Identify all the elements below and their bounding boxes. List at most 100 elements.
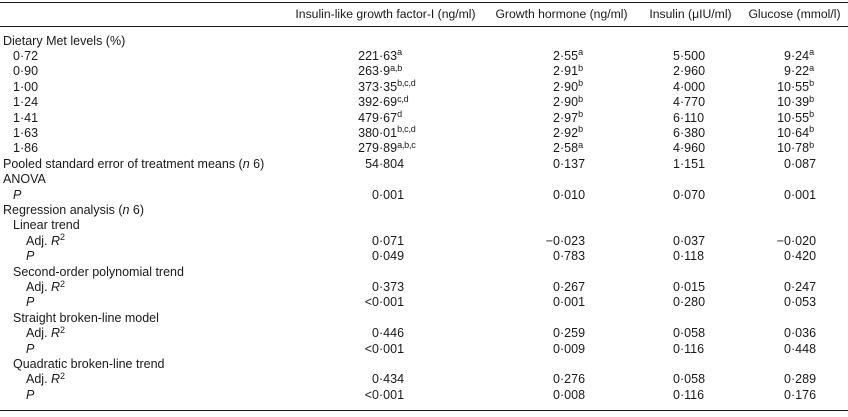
cell-value: 2·91b (553, 62, 583, 79)
cell-value: 0·049 (372, 249, 405, 264)
table-row: Linear trend (0, 218, 848, 233)
table-row: P <0·001 0·009 0·116 0·448 (0, 342, 848, 357)
cell-value: 0·008 (553, 387, 586, 402)
row-label: P (26, 249, 35, 264)
cell-value (741, 265, 848, 280)
cell-value: 2·960 (673, 64, 706, 79)
cell-value: <0·001 (364, 341, 405, 356)
cell-value (483, 311, 640, 326)
table-row: Quadratic broken-line trend (0, 357, 848, 372)
col-header: Glucose (mmol/l) (741, 2, 848, 27)
cell-value: 0·087 (784, 156, 817, 171)
cell-value: 0·448 (784, 341, 817, 356)
cell-value (640, 265, 741, 280)
row-label: 0·72 (13, 48, 39, 63)
table-row: Adj. R2 0·071 −0·023 0·037 −0·020 (0, 232, 848, 249)
cell-value: 0·015 (673, 280, 706, 294)
cell-value (483, 26, 640, 49)
cell-value: 6·380 (673, 125, 706, 140)
row-label: Adj. R2 (26, 324, 65, 341)
cell-value (741, 218, 848, 233)
cell-value: 0·009 (553, 341, 586, 356)
table-row: 1·00 373·35b,c,d 2·90b 4·000 10·55b (0, 78, 848, 95)
cell-value (741, 203, 848, 218)
cell-value: 4·000 (673, 79, 706, 94)
cell-value (288, 265, 483, 280)
cell-value (741, 311, 848, 326)
row-label: 1·41 (13, 110, 39, 125)
cell-value (288, 218, 483, 233)
cell-value: 0·280 (673, 295, 706, 310)
table-row: 1·24 392·69c,d 2·90b 4·770 10·39b (0, 93, 848, 110)
cell-value: 2·55a (553, 47, 583, 63)
table-row: P 0·001 0·010 0·070 0·001 (0, 188, 848, 203)
cell-value (640, 26, 741, 49)
row-label: Adj. R2 (26, 232, 65, 248)
row-label: 1·63 (13, 125, 39, 140)
table-row: Regression analysis (n 6) (0, 203, 848, 218)
cell-value (640, 311, 741, 326)
table-row: P 0·049 0·783 0·118 0·420 (0, 249, 848, 264)
table-row: 0·72 221·63a 2·55a 5·500 9·24a (0, 47, 848, 64)
cell-value: 0·058 (673, 372, 706, 387)
col-header: Insulin (μIU/ml) (640, 2, 741, 27)
cell-value (640, 218, 741, 233)
cell-value: 10·55b (777, 109, 814, 125)
cell-value (483, 357, 640, 372)
cell-value: 0·071 (372, 233, 405, 248)
row-label: Adj. R2 (26, 370, 65, 387)
cell-value: 0·783 (553, 249, 586, 264)
cell-value: 0·058 (673, 326, 706, 341)
cell-value: 0·116 (673, 387, 705, 402)
cell-value (288, 203, 483, 218)
row-label: 1·00 (13, 79, 39, 94)
table-row: ANOVA (0, 172, 848, 187)
cell-value (741, 172, 848, 187)
cell-value: 2·92b (553, 124, 583, 140)
cell-value: 2·90b (553, 93, 583, 110)
cell-value: 10·55b (777, 78, 814, 94)
row-label: Second-order polynomial trend (13, 264, 184, 279)
cell-value: 0·176 (784, 387, 817, 402)
cell-value: 54·804 (365, 156, 405, 171)
cell-value: 479·67d (358, 109, 402, 125)
row-label: 1·86 (13, 141, 39, 156)
row-label: 0·90 (13, 64, 39, 79)
cell-value: 9·22a (784, 62, 814, 79)
cell-value: 9·24a (784, 47, 814, 63)
cell-value: 0·434 (372, 372, 405, 387)
table-row: Second-order polynomial trend (0, 265, 848, 280)
cell-value: 1·151 (673, 156, 706, 171)
cell-value (483, 265, 640, 280)
cell-value: 2·97b (553, 109, 583, 125)
cell-value (288, 357, 483, 372)
cell-value: <0·001 (364, 387, 405, 402)
cell-value (640, 172, 741, 187)
table-row: 1·63 380·01b,c,d 2·92b 6·380 10·64b (0, 124, 848, 141)
cell-value: 0·137 (553, 156, 586, 171)
row-label: Quadratic broken-line trend (13, 357, 165, 372)
table-row: Adj. R2 0·446 0·259 0·058 0·036 (0, 324, 848, 341)
table-row: P <0·001 0·008 0·116 0·176 (0, 388, 848, 411)
cell-value: 0·070 (673, 187, 706, 202)
table-row: P <0·001 0·001 0·280 0·053 (0, 295, 848, 310)
cell-value: 10·39b (777, 93, 814, 110)
col-header: Growth hormone (ng/ml) (483, 2, 640, 27)
row-label: ANOVA (3, 172, 46, 187)
cell-value: 0·001 (372, 187, 405, 202)
cell-value: 0·289 (784, 372, 817, 387)
cell-value: 0·267 (553, 280, 586, 294)
cell-value: 392·69c,d (358, 93, 409, 110)
cell-value: 0·446 (372, 326, 405, 341)
row-label: P (26, 341, 35, 356)
cell-value: 380·01b,c,d (358, 124, 416, 140)
cell-value: 2·90b (553, 78, 583, 94)
cell-value (483, 218, 640, 233)
cell-value: 6·110 (673, 110, 705, 125)
cell-value: 0·420 (784, 249, 817, 264)
cell-value: 0·053 (784, 295, 817, 310)
cell-value: 4·960 (673, 141, 706, 156)
cell-value (640, 357, 741, 372)
cell-value: 279·89a,b,c (358, 139, 416, 156)
